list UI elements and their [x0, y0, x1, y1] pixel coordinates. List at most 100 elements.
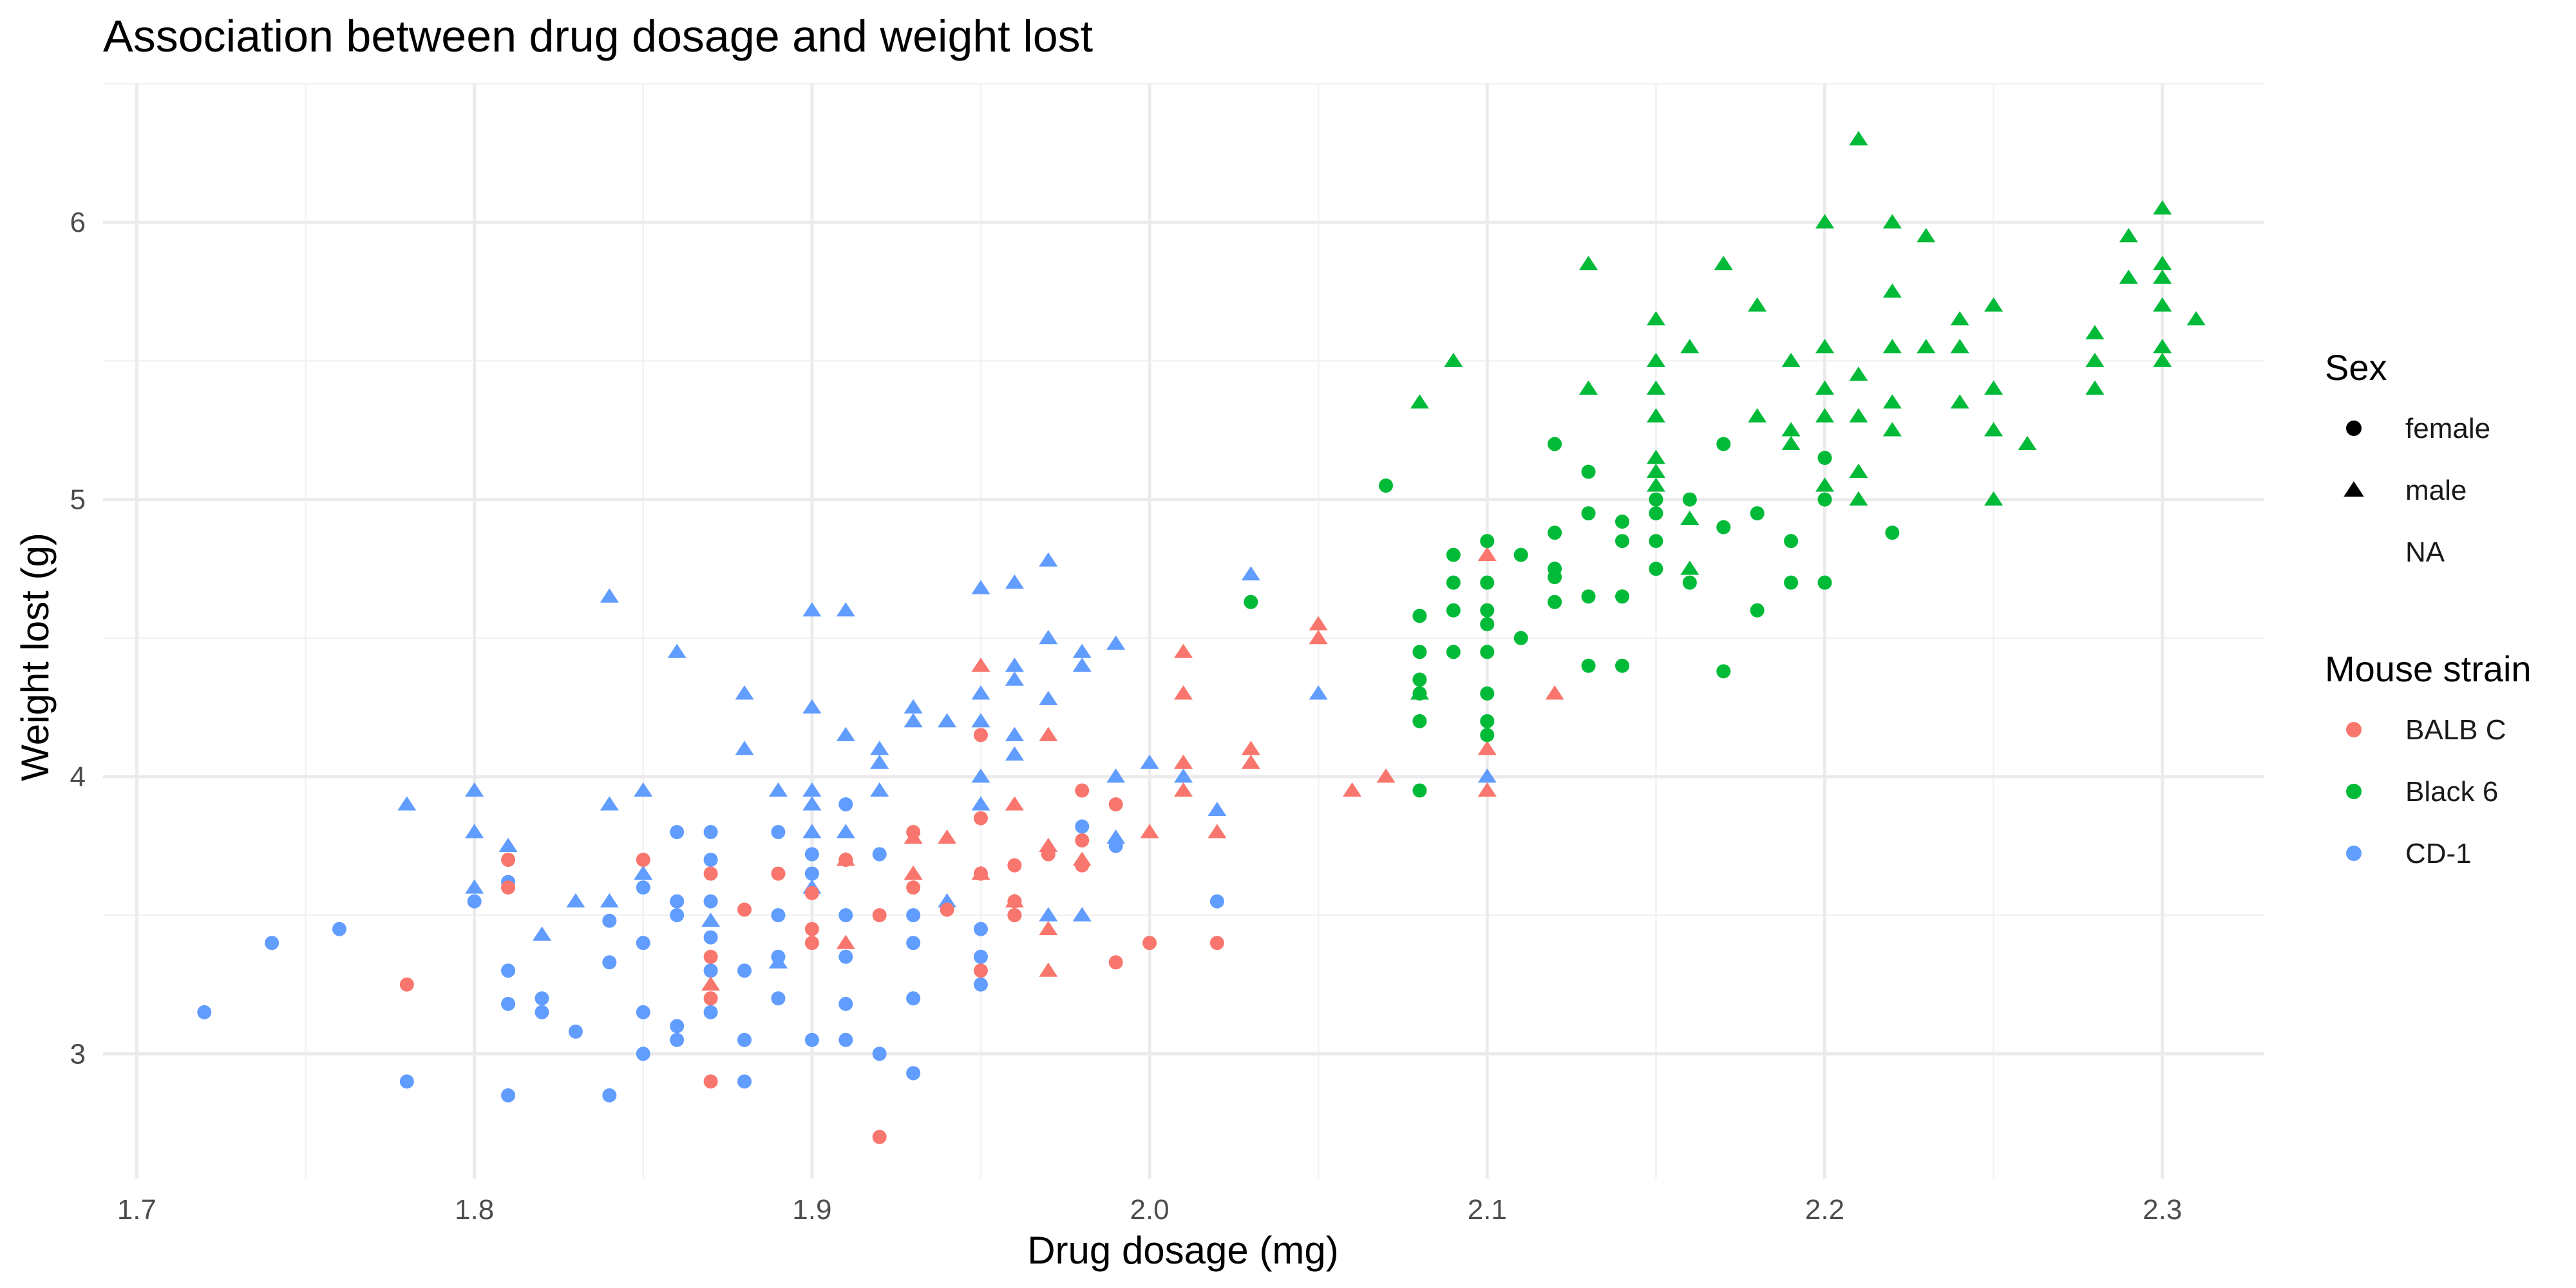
data-point: [1817, 492, 1832, 507]
data-point: [1039, 630, 1058, 645]
legend-title: Mouse strain: [2325, 649, 2532, 689]
data-point: [1548, 526, 1562, 540]
x-tick-label: 2.0: [1130, 1194, 1169, 1226]
data-point: [1984, 297, 2003, 312]
data-point: [667, 643, 687, 658]
legend-label: female: [2405, 413, 2490, 444]
data-point: [1480, 645, 1495, 659]
data-point: [1615, 658, 1629, 673]
chart-title: Association between drug dosage and weig…: [103, 11, 1093, 61]
data-point: [1548, 570, 1562, 585]
y-tick-label: 5: [70, 484, 86, 516]
data-point: [399, 977, 414, 992]
data-point: [1209, 894, 1224, 909]
data-point: [1412, 609, 1427, 623]
data-point: [836, 851, 855, 866]
legend-key: [2346, 846, 2362, 861]
x-tick-label: 1.8: [455, 1194, 494, 1226]
data-point: [838, 797, 853, 811]
data-point: [467, 894, 482, 909]
data-point: [1882, 283, 1902, 298]
legend: Sex female male NA Mouse strain BALB C Black 6…: [2325, 347, 2532, 869]
data-point: [1039, 726, 1058, 741]
data-point: [501, 880, 516, 895]
data-point: [1817, 575, 1832, 590]
data-point: [971, 796, 990, 811]
data-point: [1480, 575, 1495, 590]
y-tick-labels: 3 4 5 6: [70, 207, 86, 1070]
data-point: [1513, 630, 1528, 645]
data-point: [1784, 534, 1799, 549]
data-point: [1343, 782, 1362, 797]
data-point: [1815, 214, 1835, 229]
data-point: [1646, 352, 1665, 367]
data-point: [737, 963, 752, 978]
data-point: [838, 996, 853, 1011]
data-point: [904, 829, 923, 844]
data-point: [1209, 936, 1224, 951]
data-point: [1446, 603, 1461, 618]
data-point: [703, 866, 718, 881]
legend-key: [2346, 722, 2362, 737]
data-point: [1106, 829, 1126, 844]
grid-lines: [103, 82, 2264, 1179]
data-point: [971, 865, 990, 880]
data-point: [1309, 616, 1328, 630]
data-point: [397, 796, 417, 811]
data-point: [636, 1005, 650, 1019]
data-point: [737, 902, 752, 917]
data-point: [1548, 437, 1562, 451]
data-point: [768, 782, 788, 797]
data-point: [1005, 671, 1024, 686]
data-point: [1379, 478, 1394, 493]
data-point: [771, 908, 786, 923]
data-point: [971, 768, 990, 783]
data-point: [1748, 297, 1767, 312]
data-point: [1173, 768, 1193, 783]
data-point: [1581, 589, 1596, 604]
data-point: [1140, 824, 1159, 838]
data-point: [1646, 450, 1665, 464]
data-point: [634, 865, 653, 880]
data-point: [1545, 685, 1564, 700]
data-point: [535, 991, 549, 1006]
data-point: [1984, 491, 2003, 506]
data-point: [1005, 796, 1024, 811]
data-point: [904, 865, 923, 880]
data-point: [1446, 645, 1461, 659]
data-point: [804, 847, 819, 862]
data-point: [1173, 782, 1193, 797]
data-point: [906, 936, 921, 951]
data-point: [703, 963, 718, 978]
data-point: [1680, 511, 1700, 526]
data-point: [535, 1005, 549, 1019]
data-point: [1579, 256, 1598, 270]
data-point: [1882, 422, 1902, 437]
data-point: [1075, 783, 1090, 798]
data-point: [670, 1032, 685, 1047]
data-point: [836, 602, 855, 617]
data-point: [1412, 645, 1427, 659]
data-point: [2153, 200, 2172, 215]
data-point: [1849, 131, 1868, 146]
y-axis-title: Weight lost (g): [14, 533, 57, 781]
x-tick-label: 1.9: [792, 1194, 831, 1226]
data-point: [1446, 575, 1461, 590]
data-point: [1581, 506, 1596, 521]
data-point: [802, 602, 822, 617]
data-point: [802, 782, 822, 797]
data-point: [771, 825, 786, 840]
data-point: [1075, 833, 1090, 848]
data-point: [1615, 534, 1629, 549]
x-tick-label: 2.3: [2143, 1194, 2182, 1226]
data-point: [1075, 819, 1090, 834]
data-point: [703, 825, 718, 840]
data-point: [904, 699, 923, 714]
data-point: [973, 922, 988, 936]
data-point: [2153, 352, 2172, 367]
data-point: [872, 908, 887, 923]
data-point: [906, 1066, 921, 1081]
data-point: [2153, 339, 2172, 354]
data-point: [1477, 768, 1497, 783]
data-point: [906, 880, 921, 895]
